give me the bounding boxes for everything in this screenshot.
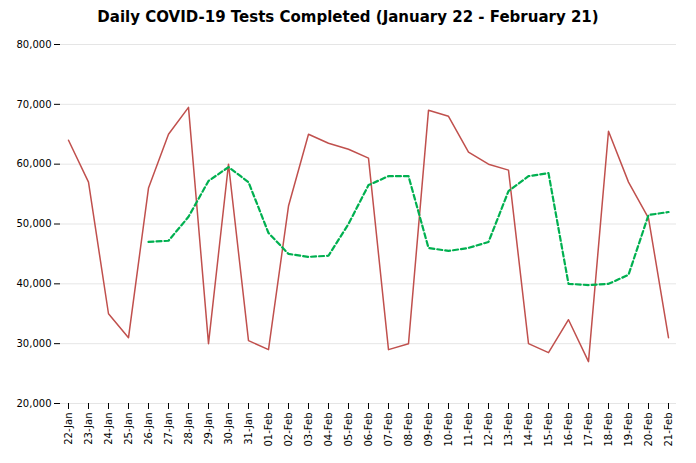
svg-text:23-Jan: 23-Jan (83, 413, 94, 445)
svg-text:29-Jan: 29-Jan (203, 413, 214, 445)
svg-text:27-Jan: 27-Jan (163, 413, 174, 445)
svg-text:11-Feb: 11-Feb (463, 413, 474, 447)
svg-text:01-Feb: 01-Feb (263, 413, 274, 447)
svg-text:04-Feb: 04-Feb (323, 413, 334, 447)
svg-text:24-Jan: 24-Jan (103, 413, 114, 445)
svg-text:18-Feb: 18-Feb (603, 413, 614, 447)
svg-text:25-Jan: 25-Jan (123, 413, 134, 445)
svg-text:26-Jan: 26-Jan (143, 413, 154, 445)
svg-text:10-Feb: 10-Feb (443, 413, 454, 447)
svg-text:20,000: 20,000 (17, 398, 52, 409)
svg-text:60,000: 60,000 (17, 158, 52, 169)
svg-text:21-Feb: 21-Feb (663, 413, 674, 447)
svg-text:30,000: 30,000 (17, 338, 52, 349)
svg-text:22-Jan: 22-Jan (63, 413, 74, 445)
svg-text:16-Feb: 16-Feb (563, 413, 574, 447)
svg-text:80,000: 80,000 (17, 39, 52, 50)
svg-text:12-Feb: 12-Feb (483, 413, 494, 447)
svg-text:28-Jan: 28-Jan (183, 413, 194, 445)
svg-text:13-Feb: 13-Feb (503, 413, 514, 447)
svg-text:08-Feb: 08-Feb (403, 413, 414, 447)
svg-text:20-Feb: 20-Feb (643, 413, 654, 447)
svg-text:17-Feb: 17-Feb (583, 413, 594, 447)
svg-text:02-Feb: 02-Feb (283, 413, 294, 447)
svg-text:50,000: 50,000 (17, 218, 52, 229)
svg-text:40,000: 40,000 (17, 278, 52, 289)
svg-text:70,000: 70,000 (17, 99, 52, 110)
svg-text:09-Feb: 09-Feb (423, 413, 434, 447)
svg-text:19-Feb: 19-Feb (623, 413, 634, 447)
svg-text:14-Feb: 14-Feb (523, 413, 534, 447)
svg-text:15-Feb: 15-Feb (543, 413, 554, 447)
svg-text:31-Jan: 31-Jan (243, 413, 254, 445)
svg-text:30-Jan: 30-Jan (223, 413, 234, 445)
svg-text:07-Feb: 07-Feb (383, 413, 394, 447)
html-text:Daily COVID-19 Tests Completed: Daily COVID-19 Tests Completed (January … (97, 8, 599, 26)
svg-text:03-Feb: 03-Feb (303, 413, 314, 447)
svg-text:06-Feb: 06-Feb (363, 413, 374, 447)
svg-text:05-Feb: 05-Feb (343, 413, 354, 447)
